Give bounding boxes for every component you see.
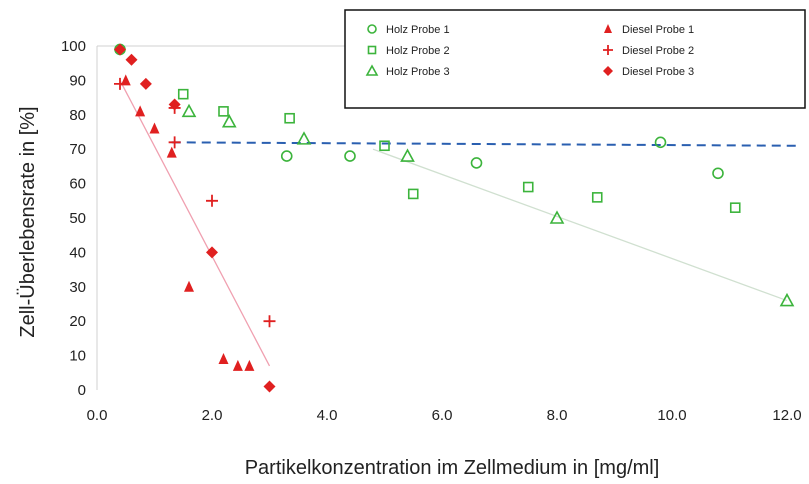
- y-axis-title: Zell-Überlebensrate in [%]: [17, 106, 39, 337]
- y-tick-label: 40: [69, 244, 86, 261]
- x-tick-label: 4.0: [317, 407, 338, 424]
- data-point: [177, 88, 189, 100]
- y-tick-label: 60: [69, 176, 86, 193]
- data-point: [232, 359, 243, 371]
- data-point: [263, 315, 276, 328]
- data-point: [284, 112, 295, 124]
- legend-label: Diesel Probe 2: [622, 45, 694, 57]
- data-point: [218, 106, 229, 117]
- data-point: [184, 280, 194, 292]
- y-tick-label: 90: [69, 72, 86, 89]
- trend-lines: [119, 80, 799, 367]
- plot-frame: [96, 45, 345, 390]
- data-point: [470, 157, 483, 169]
- legend-label: Holz Probe 3: [386, 66, 450, 78]
- data-point: [125, 53, 138, 66]
- y-tick-label: 80: [69, 107, 86, 124]
- trend-line: [372, 148, 788, 302]
- data-point: [296, 131, 312, 145]
- legend-label: Diesel Probe 3: [622, 66, 694, 78]
- x-tick-label: 0.0: [87, 407, 108, 424]
- data-point: [779, 292, 795, 307]
- data-point: [522, 181, 534, 193]
- legend-box: [344, 9, 806, 109]
- x-tick-label: 6.0: [432, 407, 453, 424]
- data-point: [549, 210, 565, 224]
- data-point: [139, 77, 152, 90]
- legend-marker: [365, 64, 379, 76]
- legend-marker: [604, 24, 612, 33]
- x-tick-label: 2.0: [202, 407, 223, 424]
- data-point: [712, 167, 724, 180]
- legend-marker: [367, 24, 377, 34]
- data-markers: [114, 43, 795, 393]
- data-point: [344, 150, 356, 162]
- data-point: [244, 359, 255, 371]
- data-point: [280, 150, 293, 162]
- y-tick-label: 0: [78, 382, 86, 399]
- legend-marker: [603, 66, 613, 76]
- series-diesel-probe-3: [114, 43, 276, 393]
- data-point: [114, 77, 126, 90]
- data-point: [729, 202, 741, 213]
- x-axis-title: Partikelkonzentration im Zellmedium in […: [245, 457, 660, 479]
- data-point: [120, 74, 131, 86]
- data-point: [206, 246, 218, 259]
- data-point: [400, 148, 415, 162]
- data-point: [654, 136, 667, 149]
- data-point: [221, 114, 237, 128]
- data-point: [168, 136, 181, 149]
- legend: Holz Probe 1 Holz Probe 2 Holz Probe 3 Dies…: [344, 9, 806, 109]
- x-tick-label: 12.0: [772, 407, 801, 424]
- axis-ticks: 0.0 2.0 4.0 6.0 8.0 10.0 12.0 0 10 20 30 40 50 60 70 80…: [61, 38, 802, 424]
- data-point: [149, 122, 160, 134]
- data-point: [168, 98, 181, 111]
- reference-line: [171, 141, 799, 147]
- legend-marker: [367, 45, 377, 55]
- data-point: [135, 105, 146, 117]
- y-tick-label: 100: [61, 38, 86, 55]
- data-point: [263, 380, 276, 393]
- data-point: [114, 43, 126, 56]
- y-tick-label: 70: [69, 141, 86, 158]
- y-tick-label: 10: [69, 348, 86, 365]
- data-point: [379, 140, 390, 152]
- y-tick-label: 50: [69, 210, 86, 227]
- data-point: [181, 103, 197, 118]
- series-diesel-probe-1: [120, 74, 255, 371]
- data-point: [166, 146, 177, 158]
- trend-line: [119, 80, 271, 367]
- x-tick-label: 10.0: [657, 407, 686, 424]
- legend-marker: [603, 45, 613, 55]
- series-holz-probe-2: [177, 88, 741, 213]
- x-tick-label: 8.0: [547, 407, 568, 424]
- data-point: [407, 188, 419, 200]
- series-holz-probe-3: [181, 103, 795, 307]
- legend-label: Diesel Probe 1: [622, 24, 694, 36]
- data-point: [591, 192, 603, 203]
- y-tick-label: 20: [69, 313, 86, 330]
- y-tick-label: 30: [69, 279, 86, 296]
- legend-label: Holz Probe 2: [386, 45, 450, 57]
- data-point: [218, 353, 229, 365]
- legend-label: Holz Probe 1: [386, 24, 450, 36]
- data-point: [206, 194, 218, 207]
